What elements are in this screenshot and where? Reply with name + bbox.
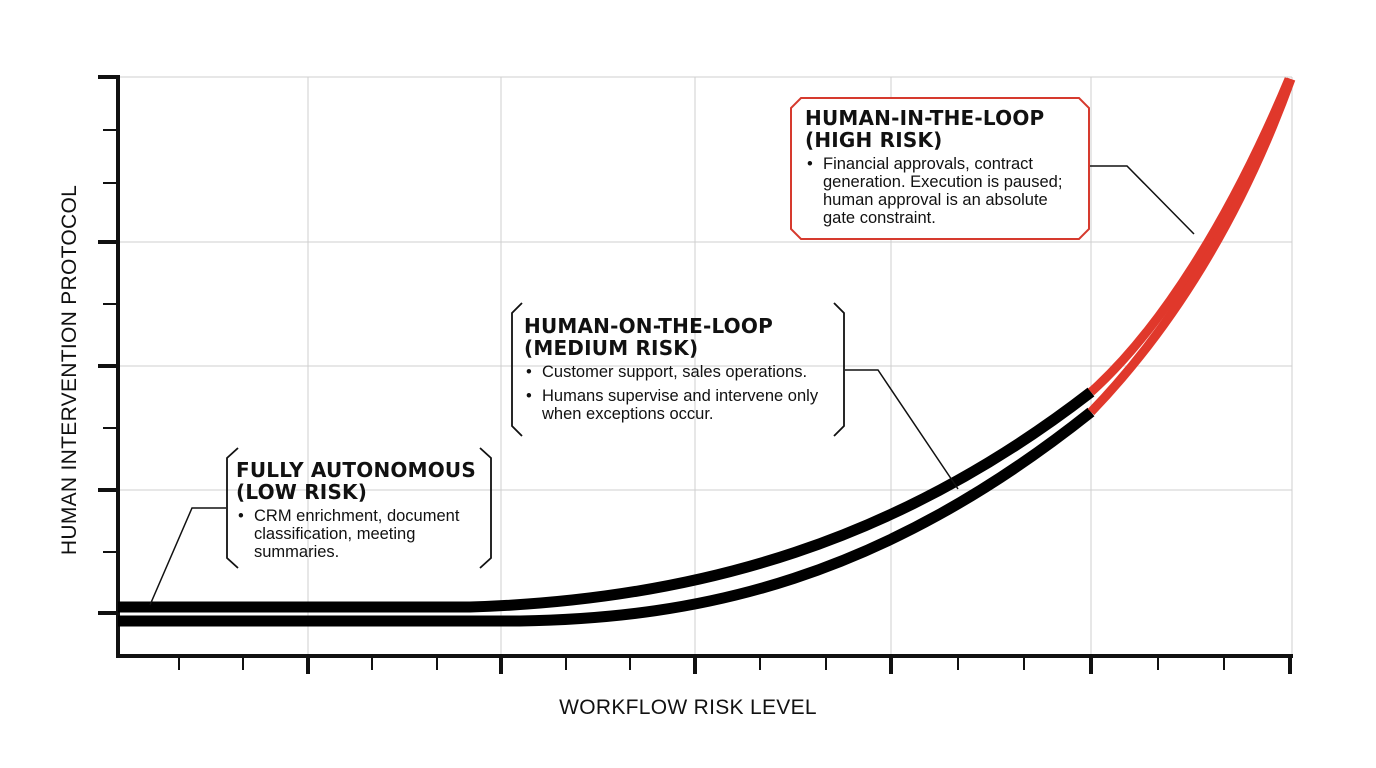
leader-low	[149, 507, 226, 606]
bracket-medium	[511, 302, 845, 437]
lower-curve-black	[118, 407, 1095, 627]
bullet-item: Financial approvals, contract generation…	[805, 155, 1081, 227]
upper-curve-black	[118, 387, 1095, 613]
annotation-title: HUMAN-IN-THE-LOOP (HIGH RISK)	[805, 106, 1045, 152]
bullet-item: Customer support, sales operations.	[524, 363, 844, 381]
annotation-medium-risk: HUMAN-ON-THE-LOOP (MEDIUM RISK) Customer…	[524, 315, 844, 429]
bullet-item: CRM enrichment, document classification,…	[236, 507, 486, 561]
annotation-bullets: CRM enrichment, document classification,…	[236, 507, 486, 561]
annotation-low-risk: FULLY AUTONOMOUS (LOW RISK) CRM enrichme…	[236, 459, 486, 567]
x-axis-label: WORKFLOW RISK LEVEL	[559, 696, 817, 719]
bracket-low	[226, 447, 492, 569]
leader-lines	[149, 165, 1195, 606]
annotation-high-risk: HUMAN-IN-THE-LOOP (HIGH RISK) Financial …	[805, 107, 1081, 233]
risk-curves	[118, 77, 1296, 627]
annotation-title: HUMAN-ON-THE-LOOP (MEDIUM RISK)	[524, 314, 773, 360]
annotation-bullets: Financial approvals, contract generation…	[805, 155, 1081, 227]
axes	[98, 75, 1293, 674]
leader-high	[1089, 165, 1195, 235]
annotation-title: FULLY AUTONOMOUS (LOW RISK)	[236, 458, 476, 504]
annotation-bullets: Customer support, sales operations. Huma…	[524, 363, 844, 423]
upper-curve-high-risk	[1087, 77, 1294, 396]
lower-curve-high-risk	[1087, 77, 1296, 416]
bullet-item: Humans supervise and intervene only when…	[524, 387, 844, 423]
y-axis-label: HUMAN INTERVENTION PROTOCOL	[58, 184, 81, 556]
leader-medium	[845, 369, 959, 490]
